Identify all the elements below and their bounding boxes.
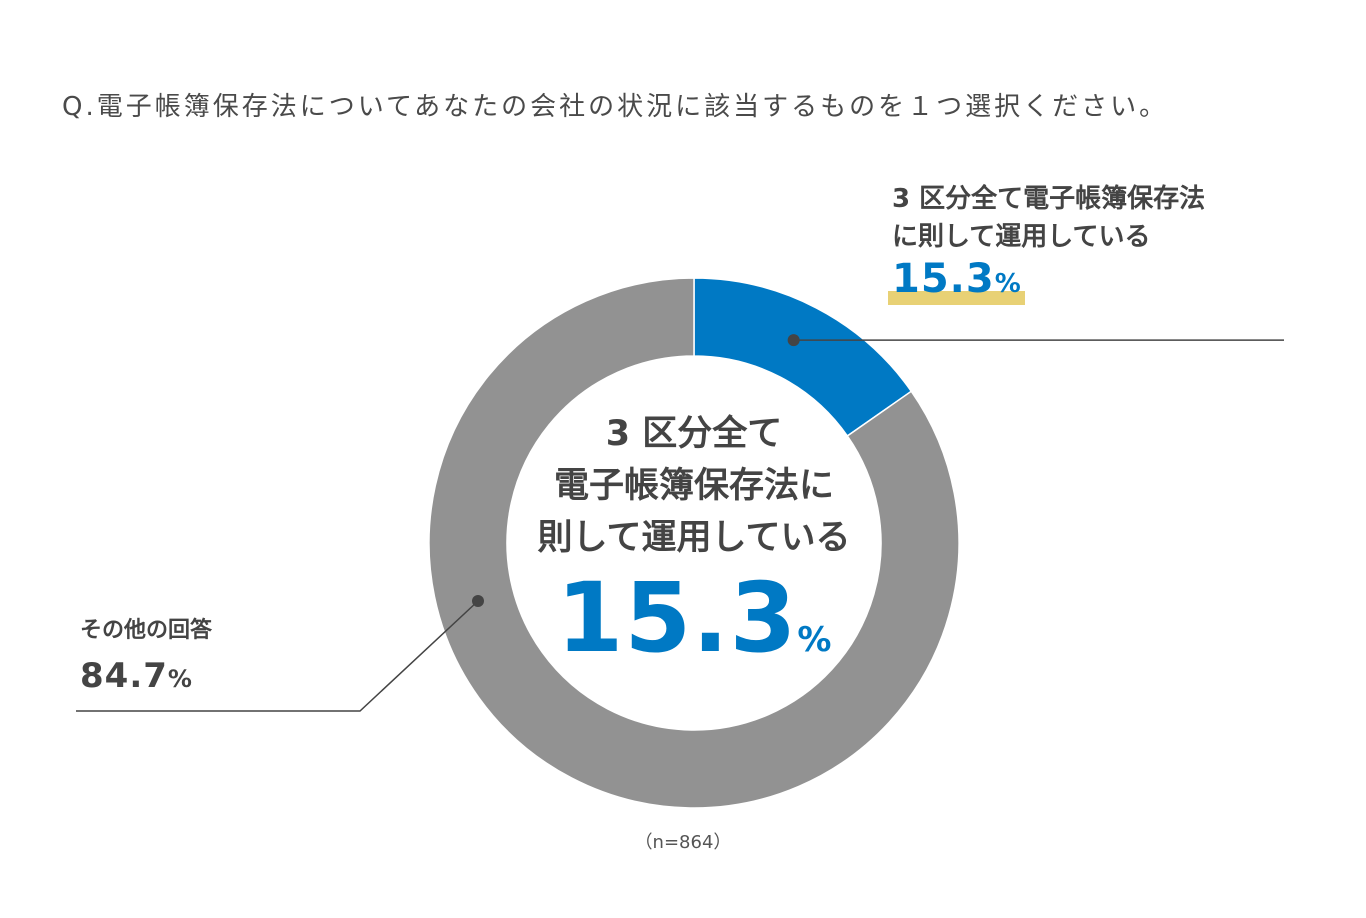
label-operational-line2: に則して運用している xyxy=(892,222,1151,252)
label-operational-line1: 3 区分全て電子帳簿保存法 xyxy=(892,184,1206,214)
value-highlight xyxy=(888,291,1025,305)
leader-line-other xyxy=(76,600,479,712)
sample-size: （n=864） xyxy=(634,832,732,853)
percent-sign: % xyxy=(167,665,193,693)
label-other-number: 84.7 xyxy=(80,656,168,696)
center-value: 15.3% xyxy=(494,568,894,668)
center-line3: 則して運用している xyxy=(537,518,851,558)
center-line2: 電子帳簿保存法に xyxy=(553,466,834,506)
label-operational-number: 15.3 xyxy=(892,256,995,302)
question-text: Q.電子帳簿保存法についてあなたの会社の状況に該当するものを１つ選択ください。 xyxy=(62,92,1169,122)
label-other-name: その他の回答 xyxy=(80,618,213,643)
percent-sign: % xyxy=(797,620,832,660)
label-other-value: 84.7% xyxy=(80,656,193,696)
percent-sign: % xyxy=(994,269,1021,299)
leader-dot-operational xyxy=(787,334,800,347)
label-operational-value: 15.3% xyxy=(888,259,1025,305)
center-label: 3 区分全て 電子帳簿保存法に 則して運用している 15.3% xyxy=(494,408,894,668)
center-number: 15.3 xyxy=(556,562,798,674)
donut-slice-1 xyxy=(428,277,960,809)
label-operational: 3 区分全て電子帳簿保存法 に則して運用している 15.3% xyxy=(888,180,1206,305)
center-line1: 3 区分全て xyxy=(605,414,783,454)
leader-dot-other xyxy=(472,595,484,607)
label-other: その他の回答 84.7% xyxy=(80,612,212,696)
